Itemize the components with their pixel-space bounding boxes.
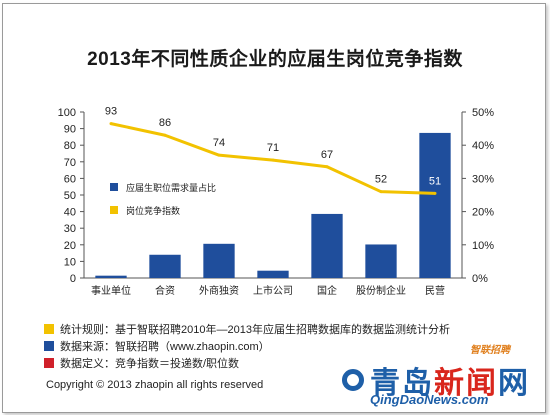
note-rule-text: 统计规则：基于智联招聘2010年—2013年应届生招聘数据库的数据监测统计分析	[60, 323, 450, 336]
chart-frame	[2, 3, 546, 413]
y-left-tick-label: 20	[64, 240, 76, 252]
y-left-tick-label: 70	[64, 157, 76, 169]
note-rule-swatch	[44, 323, 54, 334]
x-tick-label: 民营	[425, 284, 445, 297]
watermark-end: 网	[498, 367, 530, 400]
y-left-tick-label: 10	[64, 256, 76, 268]
watermark-title: 青岛新闻网	[370, 358, 530, 402]
line-point	[325, 165, 329, 169]
y-left-tick-label: 100	[58, 107, 76, 119]
y-right-tick-label: 10%	[472, 240, 494, 252]
x-tick-label: 国企	[317, 284, 337, 297]
y-left-tick-label: 60	[64, 173, 76, 185]
watermark-red: 新闻	[434, 367, 498, 400]
bar	[419, 132, 451, 278]
note-definition-swatch	[44, 357, 54, 368]
watermark: 青岛新闻网	[342, 358, 530, 402]
zhaopin-logo: 智联招聘	[470, 341, 510, 356]
note-source-text: 数据来源：智联招聘（www.zhaopin.com）	[60, 340, 270, 353]
y-right-tick-label: 40%	[472, 140, 494, 152]
notes-block: 统计规则：基于智联招聘2010年—2013年应届生招聘数据库的数据监测统计分析 …	[44, 320, 450, 371]
data-label: 51	[429, 175, 441, 187]
data-label: 86	[159, 117, 171, 129]
line-point	[271, 158, 275, 162]
bar	[311, 213, 343, 278]
note-source-swatch	[44, 340, 54, 351]
bar	[203, 243, 235, 278]
legend-swatch-bar	[110, 183, 118, 191]
legend-label-bar: 应届生职位需求量占比	[126, 182, 216, 193]
y-left-tick-label: 90	[64, 124, 76, 136]
data-label: 93	[105, 106, 117, 118]
x-tick-label: 上市公司	[253, 284, 293, 297]
line-point	[433, 191, 437, 195]
x-tick-label: 外商独资	[199, 284, 239, 297]
line-point	[109, 122, 113, 126]
chart-title: 2013年不同性质企业的应届生岗位竞争指数	[87, 49, 463, 70]
bar	[149, 254, 181, 278]
zhaopin-logo-text: 智联招聘	[470, 345, 510, 356]
x-tick-label: 事业单位	[91, 284, 131, 297]
bar	[365, 244, 397, 278]
line-point	[217, 153, 221, 157]
legend-swatch-line	[110, 206, 118, 214]
note-definition: 数据定义：竞争指数＝投递数/职位数	[44, 354, 450, 371]
data-label: 67	[321, 149, 333, 161]
note-rule: 统计规则：基于智联招聘2010年—2013年应届生招聘数据库的数据监测统计分析	[44, 320, 450, 337]
watermark-url: QingDaoNews.com	[370, 392, 489, 407]
x-tick-label: 股份制企业	[356, 284, 406, 297]
line-point	[163, 133, 167, 137]
data-label: 52	[375, 174, 387, 186]
x-tick-label: 合资	[155, 284, 175, 297]
note-source: 数据来源：智联招聘（www.zhaopin.com）	[44, 337, 450, 354]
y-left-tick-label: 80	[64, 140, 76, 152]
y-left-tick-label: 0	[70, 273, 76, 285]
watermark-blue: 青岛	[370, 367, 434, 400]
data-label: 71	[267, 142, 279, 154]
y-right-tick-label: 20%	[472, 207, 494, 219]
bar	[257, 270, 289, 278]
location-pin-icon	[342, 369, 364, 391]
note-definition-text: 数据定义：竞争指数＝投递数/职位数	[60, 357, 240, 370]
y-right-tick-label: 50%	[472, 107, 494, 119]
y-left-tick-label: 30	[64, 223, 76, 235]
y-right-tick-label: 30%	[472, 173, 494, 185]
copyright-text: Copyright © 2013 zhaopin all rights rese…	[46, 379, 264, 391]
data-label: 74	[213, 137, 225, 149]
y-left-tick-label: 40	[64, 207, 76, 219]
y-right-tick-label: 0%	[472, 273, 488, 285]
line-point	[379, 190, 383, 194]
y-left-tick-label: 50	[64, 190, 76, 202]
legend-label-line: 岗位竞争指数	[126, 205, 180, 216]
bar	[95, 275, 127, 278]
